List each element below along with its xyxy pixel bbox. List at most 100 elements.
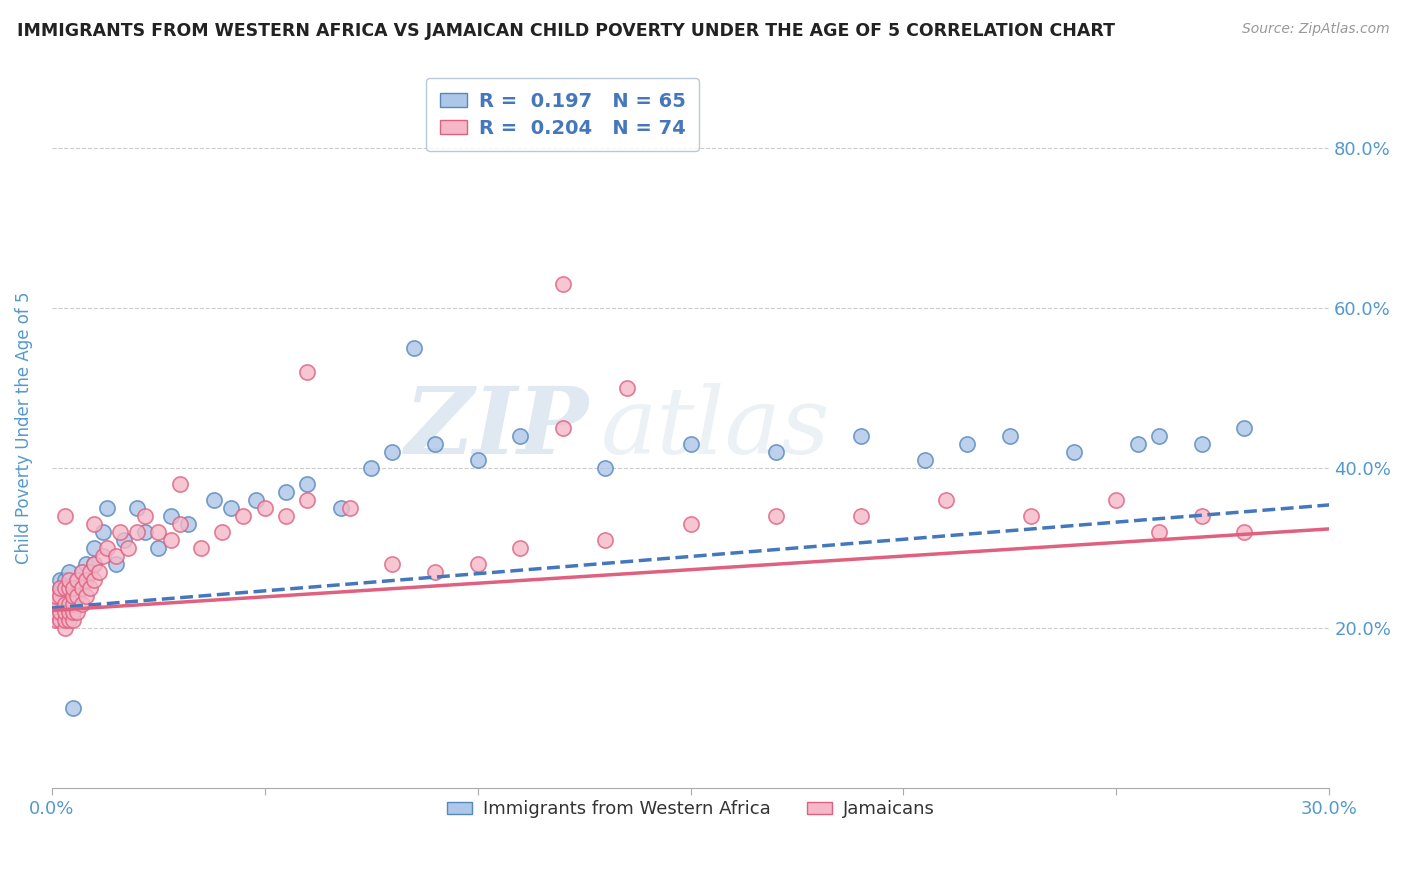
Point [595, 533, 617, 547]
Point [58, 573, 80, 587]
Point [467, 557, 489, 571]
Point [956, 437, 979, 451]
Point [402, 341, 425, 355]
Point [53, 597, 76, 611]
Point [53, 581, 76, 595]
Point [62, 597, 84, 611]
Point [58, 613, 80, 627]
Point [79, 565, 101, 579]
Point [66, 589, 89, 603]
Point [49, 613, 72, 627]
Point [58, 605, 80, 619]
Point [58, 597, 80, 611]
Text: Source: ZipAtlas.com: Source: ZipAtlas.com [1241, 22, 1389, 37]
Point [998, 429, 1021, 443]
Point [96, 501, 118, 516]
Point [297, 493, 319, 508]
Point [75, 557, 97, 571]
Point [75, 573, 97, 587]
Point [595, 461, 617, 475]
Point [70, 581, 93, 595]
Point [423, 437, 446, 451]
Point [70, 581, 93, 595]
Point [75, 573, 97, 587]
Point [58, 605, 80, 619]
Point [112, 533, 135, 547]
Point [66, 573, 89, 587]
Point [70, 565, 93, 579]
Point [125, 501, 148, 516]
Point [509, 541, 531, 555]
Point [53, 597, 76, 611]
Point [62, 613, 84, 627]
Point [45, 589, 67, 603]
Point [45, 597, 67, 611]
Point [1191, 437, 1213, 451]
Point [62, 581, 84, 595]
Point [79, 565, 101, 579]
Point [125, 525, 148, 540]
Point [53, 613, 76, 627]
Point [297, 365, 319, 379]
Point [53, 613, 76, 627]
Point [381, 445, 404, 459]
Point [381, 557, 404, 571]
Point [232, 509, 254, 524]
Point [160, 533, 183, 547]
Point [53, 509, 76, 524]
Point [45, 605, 67, 619]
Point [169, 517, 191, 532]
Point [91, 525, 114, 540]
Point [83, 557, 105, 571]
Point [58, 597, 80, 611]
Point [62, 605, 84, 619]
Point [253, 501, 276, 516]
Point [49, 581, 72, 595]
Point [551, 277, 574, 292]
Point [45, 605, 67, 619]
Point [169, 477, 191, 491]
Point [134, 509, 156, 524]
Point [53, 621, 76, 635]
Point [49, 573, 72, 587]
Point [62, 589, 84, 603]
Point [765, 445, 787, 459]
Point [53, 589, 76, 603]
Point [45, 597, 67, 611]
Point [66, 589, 89, 603]
Point [765, 509, 787, 524]
Point [62, 605, 84, 619]
Point [58, 589, 80, 603]
Point [117, 541, 139, 555]
Point [148, 541, 170, 555]
Point [330, 501, 353, 516]
Point [177, 517, 200, 532]
Point [62, 597, 84, 611]
Point [49, 605, 72, 619]
Point [87, 565, 110, 579]
Point [62, 701, 84, 715]
Point [70, 565, 93, 579]
Y-axis label: Child Poverty Under the Age of 5: Child Poverty Under the Age of 5 [15, 292, 32, 565]
Point [58, 581, 80, 595]
Point [274, 485, 297, 500]
Point [45, 589, 67, 603]
Point [1233, 525, 1256, 540]
Point [551, 421, 574, 435]
Point [339, 501, 361, 516]
Point [190, 541, 212, 555]
Point [297, 477, 319, 491]
Point [49, 589, 72, 603]
Point [160, 509, 183, 524]
Text: ZIP: ZIP [404, 384, 588, 473]
Point [1019, 509, 1042, 524]
Point [62, 581, 84, 595]
Point [96, 541, 118, 555]
Point [83, 541, 105, 555]
Point [509, 429, 531, 443]
Point [62, 589, 84, 603]
Point [49, 597, 72, 611]
Point [202, 493, 225, 508]
Point [66, 573, 89, 587]
Point [423, 565, 446, 579]
